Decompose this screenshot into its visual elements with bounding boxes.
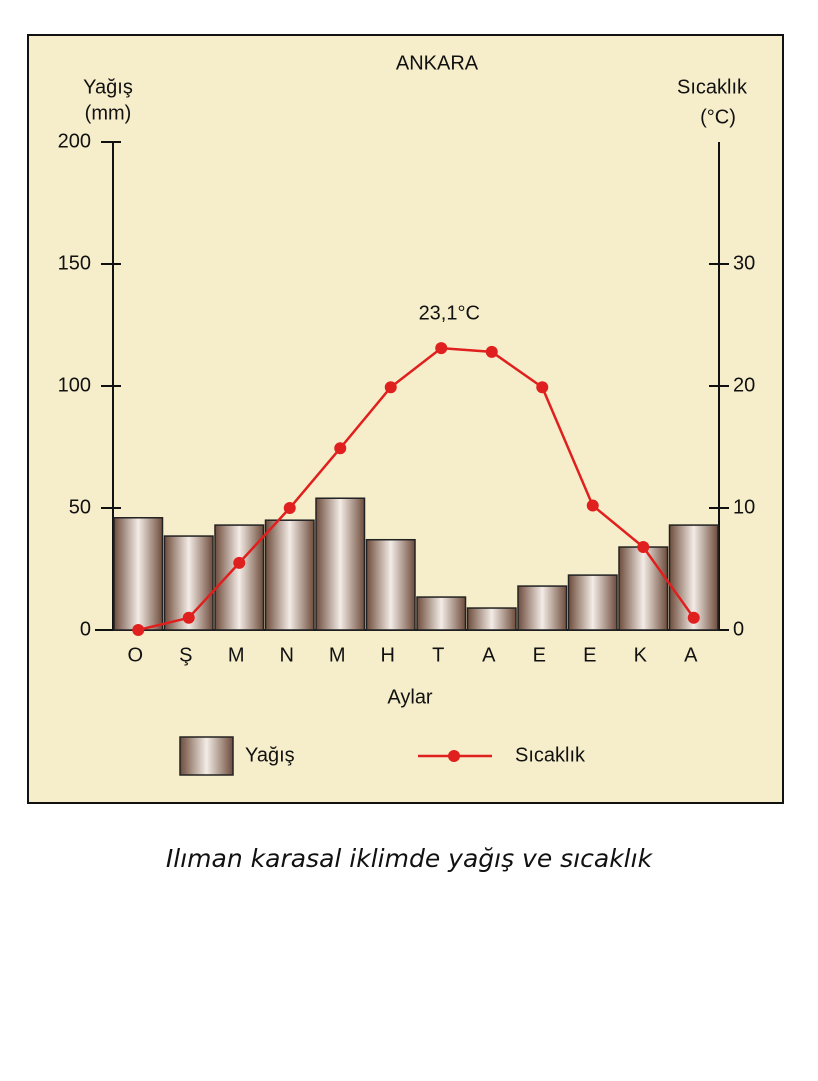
bar [416,596,467,631]
x-tick-label: K [634,644,648,666]
point [687,611,700,624]
bar [214,524,265,631]
legend-label: Sıcaklık [515,744,586,766]
point [132,624,145,636]
y2-tick-label: 10 [733,496,755,518]
bar [517,585,568,631]
point [182,611,195,624]
bar [618,546,669,631]
point [485,345,498,358]
caption: Ilıman karasal iklimde yağış ve sıcaklık [166,844,654,873]
bar [668,524,719,631]
y-tick-label: 100 [58,374,91,396]
x-tick-label: H [381,644,395,666]
y-tick-label: 0 [80,618,91,640]
point [384,381,397,394]
x-tick-label: E [583,644,596,666]
data-label: 23,1°C [419,302,480,324]
x-tick-label: M [329,644,346,666]
point [334,442,347,455]
legend-swatch [448,750,460,762]
bar [466,607,517,631]
bar [315,497,366,631]
y2-axis-label: Sıcaklık [677,76,748,98]
point [233,556,246,569]
y-axis-label: Yağış [83,76,133,98]
y-tick-label: 200 [58,130,91,152]
legend-label: Yağış [245,744,295,766]
x-tick-label: O [127,644,143,666]
chart-title: ANKARA [396,52,479,74]
x-axis-label: Aylar [387,686,433,708]
x-tick-label: N [280,644,294,666]
y-tick-label: 50 [69,496,91,518]
bar [264,519,315,631]
x-tick-label: Ş [179,644,192,666]
y2-tick-label: 20 [733,374,755,396]
bar [113,517,164,631]
y2-axis-label: (°C) [700,106,736,128]
bar [365,538,416,631]
y2-tick-label: 30 [733,252,755,274]
x-tick-label: A [482,644,496,666]
point [637,541,650,554]
x-tick-label: M [228,644,245,666]
bar [567,574,618,631]
y-axis-label: (mm) [85,102,132,124]
point [586,499,599,512]
x-tick-label: E [533,644,546,666]
line [137,346,695,632]
point [283,502,296,514]
point [536,381,549,394]
y2-tick-label: 0 [733,618,744,640]
x-tick-label: A [684,644,698,666]
legend-swatch [179,736,234,776]
point [435,342,448,355]
x-tick-label: T [432,644,444,666]
chart-frame [27,34,784,804]
y-tick-label: 150 [58,252,91,274]
